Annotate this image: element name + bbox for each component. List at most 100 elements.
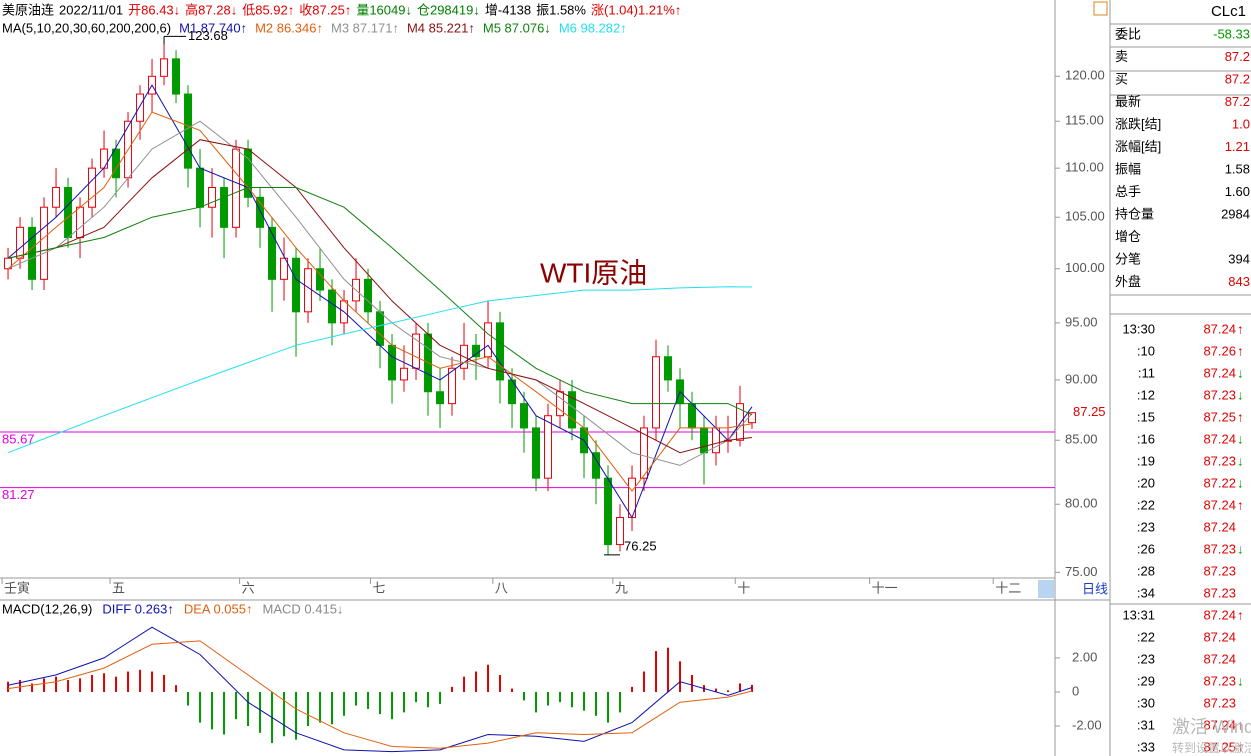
candle-body	[52, 187, 61, 208]
tick-price: 87.24	[1203, 629, 1236, 644]
candle-body	[364, 278, 373, 313]
candle-body	[160, 58, 169, 77]
tick-arrow: ↓	[1237, 475, 1244, 490]
y-tick-label: 95.00	[1065, 314, 1098, 329]
tick-price: 87.25	[1203, 409, 1236, 424]
tick-time: :31	[1137, 717, 1155, 732]
y-tick-label: 115.00	[1065, 113, 1104, 128]
low-label: 76.25	[624, 538, 657, 553]
y-tick-label: 85.00	[1065, 432, 1098, 447]
tick-time: :10	[1137, 343, 1155, 358]
tick-time: :22	[1137, 497, 1155, 512]
quote-value: 1.60	[1225, 184, 1250, 199]
candle-body	[544, 415, 553, 479]
x-tick-label: 壬寅	[4, 580, 30, 595]
label: 低85.92↑	[242, 2, 294, 17]
label: 振1.58%	[536, 2, 586, 17]
candle-body	[436, 391, 445, 405]
candle-body	[268, 226, 277, 280]
candle-body	[604, 477, 613, 546]
horizontal-line-label: 81.27	[2, 487, 35, 502]
candle-body	[472, 344, 481, 358]
candle-body	[256, 196, 265, 228]
y-tick-label: 120.00	[1065, 68, 1105, 83]
tick-time: :23	[1137, 651, 1155, 666]
x-tick-label: 十二	[995, 580, 1021, 595]
candle-body	[388, 344, 397, 381]
tick-price: 87.24	[1203, 717, 1236, 732]
quote-label: 买	[1115, 71, 1128, 86]
candle-body	[520, 403, 529, 429]
x-tick-label: 十	[737, 580, 750, 595]
candle-body	[100, 148, 109, 169]
quote-label: 卖	[1115, 49, 1128, 64]
label: MACD(12,26,9)	[2, 601, 92, 616]
y-tick-label: 100.00	[1065, 260, 1105, 275]
checkbox-icon[interactable]	[1093, 1, 1108, 16]
x-tick-label: 九	[615, 580, 628, 595]
watermark: 转到设置以激活 Windows	[1172, 740, 1251, 755]
tick-time: :11	[1138, 365, 1155, 380]
ma-line	[7, 84, 753, 519]
candle-body	[652, 356, 661, 429]
tick-time: 13:31	[1122, 607, 1155, 622]
tick-arrow: ↓	[1237, 453, 1244, 468]
candle-body	[280, 257, 289, 280]
quote-label: 涨跌[结]	[1115, 116, 1161, 131]
tick-price: 87.25	[1203, 739, 1236, 754]
ma-line	[7, 111, 753, 492]
quote-value: 394	[1228, 251, 1250, 266]
tick-arrow: ↑	[1237, 497, 1244, 512]
label: M5 87.076↓	[483, 20, 551, 35]
tick-arrow: ↓	[1237, 387, 1244, 402]
chart-annotation: WTI原油	[540, 257, 647, 288]
quote-label: 委比	[1115, 26, 1141, 41]
quote-value: 843	[1228, 274, 1250, 289]
quote-value: 2984	[1221, 206, 1250, 221]
tick-arrow: ↓	[1237, 431, 1244, 446]
tick-price: 87.24	[1203, 321, 1236, 336]
label: 涨(1.04)1.21%↑	[591, 2, 681, 17]
tick-price: 87.23	[1203, 585, 1236, 600]
candle-body	[136, 93, 145, 122]
x-tick-label: 五	[112, 580, 125, 595]
label: 2022/11/01	[59, 2, 123, 17]
y-tick-label: 2.00	[1072, 649, 1097, 664]
y-tick-label: 80.00	[1065, 496, 1098, 511]
y-tick-label: -2.00	[1072, 717, 1102, 732]
x-tick-label: 七	[372, 580, 385, 595]
tick-time: :29	[1137, 673, 1155, 688]
candle-body	[316, 268, 325, 291]
tick-price: 87.23	[1203, 387, 1236, 402]
candle-body	[208, 187, 217, 208]
quote-label: 最新	[1115, 94, 1141, 109]
candle-body	[640, 427, 649, 479]
quote-value: 1.21	[1225, 139, 1250, 154]
label: MA(5,10,20,30,60,200,200,6)	[2, 20, 171, 35]
candle-body	[88, 167, 97, 208]
tick-time: :16	[1137, 431, 1155, 446]
y-tick-label: 110.00	[1065, 160, 1104, 175]
candle-body	[172, 58, 181, 95]
tick-arrow: ↑	[1237, 739, 1244, 754]
quote-label: 涨幅[结]	[1115, 139, 1161, 154]
tick-arrow: ↑	[1237, 343, 1244, 358]
x-tick-label: 十一	[872, 580, 898, 595]
macd-line	[7, 640, 753, 749]
tick-time: :19	[1137, 453, 1155, 468]
quote-value: 87.2	[1225, 49, 1250, 64]
candle-body	[616, 517, 625, 546]
label: M1 87.740↑	[179, 20, 247, 35]
candle-body	[496, 322, 505, 381]
label: DIFF 0.263↑	[102, 601, 174, 616]
period-tab[interactable]: 日线	[1082, 581, 1108, 596]
candle-body	[688, 403, 697, 429]
high-label: 123.68	[188, 28, 228, 43]
y-tick-label: 105.00	[1065, 209, 1105, 224]
ma-line	[7, 187, 753, 416]
scroll-button[interactable]	[1038, 580, 1054, 598]
quote-label: 总手	[1115, 184, 1141, 199]
tick-price: 87.24	[1203, 365, 1236, 380]
candle-body	[220, 187, 229, 228]
ma-line	[7, 139, 753, 454]
